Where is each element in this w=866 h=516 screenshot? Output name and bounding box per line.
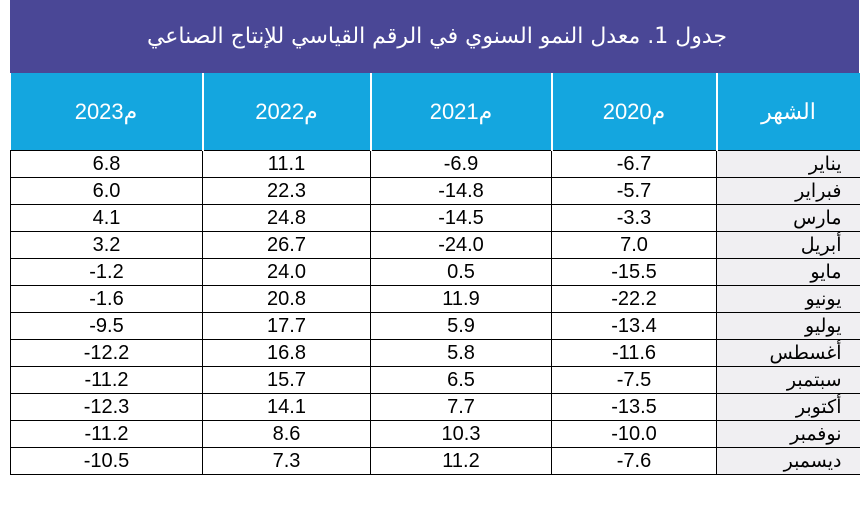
cell-2022: 24.8 xyxy=(202,204,371,232)
cell-2020: -13.4 xyxy=(551,312,717,340)
cell-2021: -14.8 xyxy=(370,177,552,205)
cell-2023: -9.5 xyxy=(10,312,203,340)
cell-2023: -10.5 xyxy=(10,447,203,475)
cell-2022: 8.6 xyxy=(202,420,371,448)
cell-2022: 22.3 xyxy=(202,177,371,205)
growth-table: 2023م 2022م 2021م 2020م الشهر 6.8 11.1 -6.… xyxy=(10,73,860,475)
cell-2022: 26.7 xyxy=(202,231,371,259)
cell-2022: 24.0 xyxy=(202,258,371,286)
cell-2023: -11.2 xyxy=(10,366,203,394)
header-row: 2023م 2022م 2021م 2020م الشهر xyxy=(10,73,860,151)
header-2020: 2020م xyxy=(551,73,718,151)
cell-2022: 16.8 xyxy=(202,339,371,367)
cell-month: أغسطس xyxy=(716,339,860,367)
cell-month: فبراير xyxy=(716,177,860,205)
cell-month: أبريل xyxy=(716,231,860,259)
cell-2020: -13.5 xyxy=(551,393,717,421)
cell-2021: 10.3 xyxy=(370,420,552,448)
table-row: -10.5 7.3 11.2 -7.6 ديسمبر xyxy=(10,447,860,475)
cell-2021: 5.9 xyxy=(370,312,552,340)
cell-2020: -6.7 xyxy=(551,150,717,178)
cell-2021: 0.5 xyxy=(370,258,552,286)
cell-2020: 7.0 xyxy=(551,231,717,259)
cell-2022: 15.7 xyxy=(202,366,371,394)
table-row: -11.2 8.6 10.3 -10.0 نوفمبر xyxy=(10,420,860,448)
table-row: 3.2 26.7 -24.0 7.0 أبريل xyxy=(10,231,860,259)
table-row: 6.8 11.1 -6.9 -6.7 يناير xyxy=(10,150,860,178)
cell-month: نوفمبر xyxy=(716,420,860,448)
table-row: 6.0 22.3 -14.8 -5.7 فبراير xyxy=(10,177,860,205)
table-title-bar: جدول 1. معدل النمو السنوي في الرقم القيا… xyxy=(10,0,859,73)
cell-2022: 11.1 xyxy=(202,150,371,178)
cell-2022: 20.8 xyxy=(202,285,371,313)
cell-2021: -14.5 xyxy=(370,204,552,232)
cell-2021: 6.5 xyxy=(370,366,552,394)
table-row: -1.2 24.0 0.5 -15.5 مايو xyxy=(10,258,860,286)
cell-2020: -10.0 xyxy=(551,420,717,448)
cell-month: أكتوبر xyxy=(716,393,860,421)
header-2022: 2022م xyxy=(202,73,372,151)
cell-2023: -12.2 xyxy=(10,339,203,367)
cell-month: يونيو xyxy=(716,285,860,313)
cell-2020: -7.6 xyxy=(551,447,717,475)
cell-month: ديسمبر xyxy=(716,447,860,475)
cell-2023: -1.6 xyxy=(10,285,203,313)
cell-month: مارس xyxy=(716,204,860,232)
cell-2021: 11.9 xyxy=(370,285,552,313)
table-row: -1.6 20.8 11.9 -22.2 يونيو xyxy=(10,285,860,313)
header-2023: 2023م xyxy=(10,73,204,151)
table-title: جدول 1. معدل النمو السنوي في الرقم القيا… xyxy=(146,24,727,49)
cell-2023: 4.1 xyxy=(10,204,203,232)
cell-2021: 5.8 xyxy=(370,339,552,367)
cell-2020: -22.2 xyxy=(551,285,717,313)
cell-2020: -3.3 xyxy=(551,204,717,232)
cell-2021: -6.9 xyxy=(370,150,552,178)
cell-month: يناير xyxy=(716,150,860,178)
cell-2023: -1.2 xyxy=(10,258,203,286)
table-row: -11.2 15.7 6.5 -7.5 سبتمبر xyxy=(10,366,860,394)
cell-2023: 6.8 xyxy=(10,150,203,178)
cell-month: يوليو xyxy=(716,312,860,340)
table-row: 4.1 24.8 -14.5 -3.3 مارس xyxy=(10,204,860,232)
cell-2023: 6.0 xyxy=(10,177,203,205)
cell-month: مايو xyxy=(716,258,860,286)
cell-month: سبتمبر xyxy=(716,366,860,394)
cell-2021: -24.0 xyxy=(370,231,552,259)
table-row: -9.5 17.7 5.9 -13.4 يوليو xyxy=(10,312,860,340)
cell-2023: -11.2 xyxy=(10,420,203,448)
cell-2020: -5.7 xyxy=(551,177,717,205)
cell-2022: 7.3 xyxy=(202,447,371,475)
header-month: الشهر xyxy=(716,73,860,151)
cell-2020: -7.5 xyxy=(551,366,717,394)
cell-2021: 11.2 xyxy=(370,447,552,475)
cell-2021: 7.7 xyxy=(370,393,552,421)
cell-2020: -11.6 xyxy=(551,339,717,367)
cell-2023: 3.2 xyxy=(10,231,203,259)
cell-2022: 14.1 xyxy=(202,393,371,421)
cell-2022: 17.7 xyxy=(202,312,371,340)
table-row: -12.2 16.8 5.8 -11.6 أغسطس xyxy=(10,339,860,367)
cell-2020: -15.5 xyxy=(551,258,717,286)
cell-2023: -12.3 xyxy=(10,393,203,421)
header-2021: 2021م xyxy=(370,73,553,151)
table-row: -12.3 14.1 7.7 -13.5 أكتوبر xyxy=(10,393,860,421)
